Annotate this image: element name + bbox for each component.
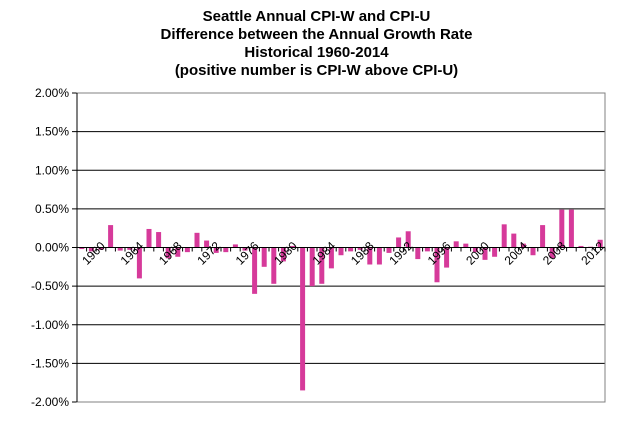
x-tick-label: 1992 bbox=[386, 239, 415, 268]
bar-1984 bbox=[309, 247, 315, 287]
chart-title: Seattle Annual CPI-W and CPI-U Differenc… bbox=[0, 8, 633, 80]
bar-1981 bbox=[280, 247, 286, 262]
bar-1972 bbox=[194, 232, 200, 248]
axes bbox=[76, 92, 606, 403]
bar-2014 bbox=[597, 239, 603, 248]
x-tick-label: 1980 bbox=[271, 239, 300, 268]
bar-1979 bbox=[261, 247, 267, 267]
y-tick-label: -1.00% bbox=[31, 318, 69, 332]
bar-2002 bbox=[482, 247, 488, 260]
x-tick-label: 1960 bbox=[79, 239, 108, 268]
bar-1962 bbox=[98, 247, 104, 250]
bar-1975 bbox=[223, 247, 229, 253]
bar-1969 bbox=[165, 247, 171, 259]
bar-1985 bbox=[319, 247, 325, 284]
y-tick-label: 1.50% bbox=[35, 125, 69, 139]
bar-1997 bbox=[434, 247, 440, 283]
bar-1989 bbox=[357, 247, 363, 250]
y-tick-label: -1.50% bbox=[31, 356, 69, 370]
x-tick-label: 1988 bbox=[348, 239, 377, 268]
bar-1977 bbox=[242, 247, 248, 251]
x-tick-label: 2012 bbox=[578, 239, 607, 268]
bar-1994 bbox=[405, 231, 411, 248]
bar-2004 bbox=[501, 224, 507, 248]
bar-1961 bbox=[88, 247, 94, 252]
bar-1968 bbox=[156, 232, 162, 248]
chart-title-line-3: Historical 1960-2014 bbox=[244, 44, 389, 61]
bar-1991 bbox=[376, 247, 382, 265]
y-tick-label: -0.50% bbox=[31, 279, 69, 293]
bar-2011 bbox=[568, 209, 574, 248]
bar-1992 bbox=[386, 247, 392, 253]
bar-2009 bbox=[549, 247, 555, 259]
bars bbox=[79, 209, 603, 391]
y-tick-label: 1.00% bbox=[35, 163, 69, 177]
bar-1987 bbox=[338, 247, 344, 256]
bar-1963 bbox=[108, 225, 114, 248]
chart-title-line-4: (positive number is CPI-W above CPI-U) bbox=[174, 62, 459, 79]
bar-1960 bbox=[79, 247, 85, 250]
y-axis-ticks: 2.00% 1.50% 1.00% 0.50% 0.00% -0.50% -1.00% -1.… bbox=[31, 86, 69, 409]
chart-title-line-1: Seattle Annual CPI-W and CPI-U bbox=[202, 8, 431, 25]
bar-2003 bbox=[492, 247, 498, 257]
bar-1970 bbox=[175, 247, 181, 257]
bar-1998 bbox=[444, 247, 450, 268]
bar-1996 bbox=[424, 247, 430, 252]
y-tick-label: 2.00% bbox=[35, 86, 69, 100]
bar-1983 bbox=[300, 247, 306, 391]
bar-2008 bbox=[540, 225, 546, 248]
bar-1971 bbox=[184, 247, 190, 253]
bar-1990 bbox=[367, 247, 373, 265]
x-tick-label: 1964 bbox=[118, 239, 147, 268]
bar-2005 bbox=[511, 233, 517, 248]
x-tick-label: 1976 bbox=[233, 239, 262, 268]
bar-2010 bbox=[559, 209, 565, 248]
bar-2006 bbox=[520, 243, 526, 248]
bar-1995 bbox=[415, 247, 421, 260]
bar-1999 bbox=[453, 241, 459, 248]
bar-1982 bbox=[290, 245, 296, 248]
bar-2007 bbox=[530, 247, 536, 256]
bar-1988 bbox=[348, 247, 354, 252]
bar-1978 bbox=[252, 247, 258, 294]
bar-2001 bbox=[472, 247, 478, 253]
y-tick-label: 0.00% bbox=[35, 241, 69, 255]
bar-1980 bbox=[271, 247, 277, 284]
bar-1973 bbox=[204, 240, 210, 248]
bar-1976 bbox=[232, 244, 238, 248]
bar-2012 bbox=[578, 245, 584, 248]
x-tick-label: 2000 bbox=[463, 239, 492, 268]
bar-1986 bbox=[328, 247, 334, 269]
bar-1964 bbox=[117, 247, 123, 251]
bar-1993 bbox=[396, 237, 402, 248]
bar-1966 bbox=[136, 247, 142, 279]
y-tick-label: 0.50% bbox=[35, 202, 69, 216]
bar-1967 bbox=[146, 228, 152, 248]
chart-title-line-2: Difference between the Annual Growth Rat… bbox=[160, 26, 473, 43]
bar-1974 bbox=[213, 247, 219, 253]
bar-2000 bbox=[463, 243, 469, 248]
bar-1965 bbox=[127, 247, 133, 250]
y-tick-label: -2.00% bbox=[31, 395, 69, 409]
